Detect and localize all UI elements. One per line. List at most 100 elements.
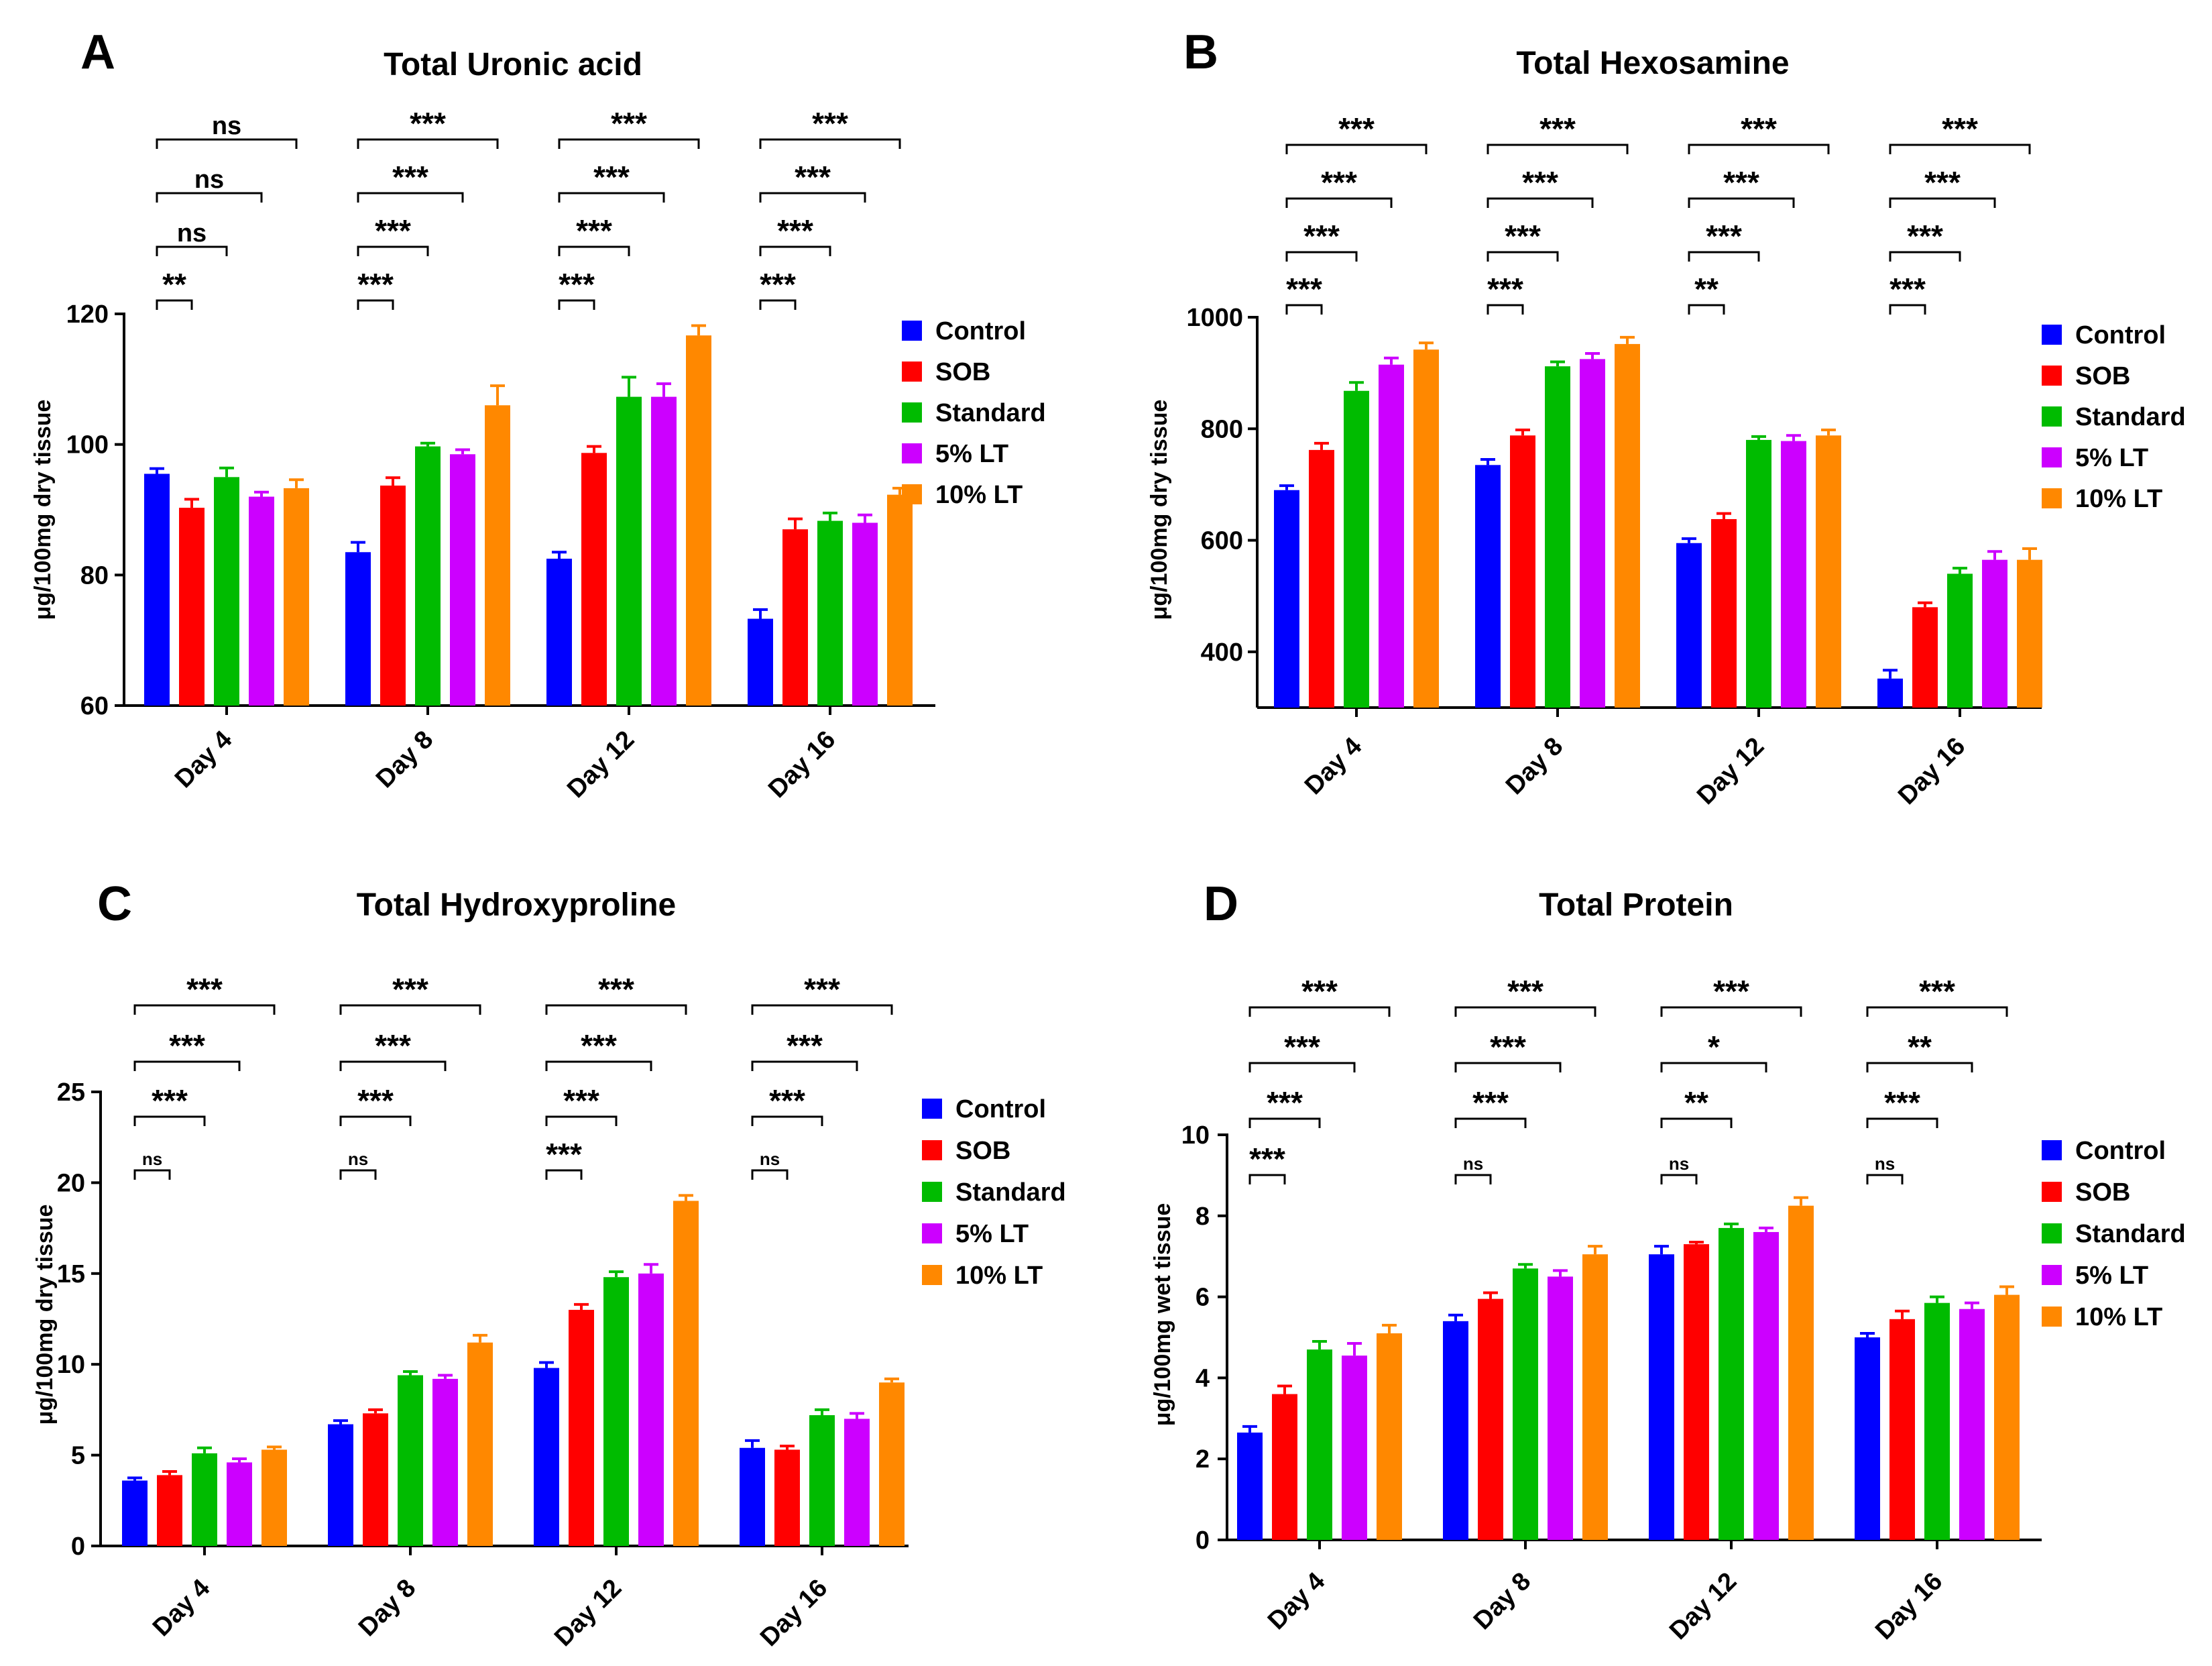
significance-label: ***	[787, 1028, 823, 1063]
significance-label: ***	[795, 160, 831, 195]
significance-bracket	[133, 1169, 171, 1180]
y-tick-label: 10	[1181, 1121, 1210, 1150]
x-tick-label: Day 16	[1893, 732, 1971, 810]
bar	[1947, 573, 1973, 708]
legend-swatch	[922, 1099, 942, 1119]
bar	[809, 1415, 835, 1546]
bar	[1379, 364, 1404, 708]
bar	[1443, 1321, 1468, 1540]
significance-label: ***	[598, 972, 634, 1007]
significance-label: ns	[1669, 1154, 1689, 1174]
panel-letter: A	[80, 25, 115, 79]
x-tick-label: Day 16	[763, 726, 841, 803]
significance-label: ***	[152, 1083, 188, 1118]
significance-label: ***	[804, 972, 840, 1007]
bar	[192, 1453, 217, 1546]
significance-label: ***	[581, 1028, 617, 1063]
legend-swatch	[902, 321, 922, 341]
bar	[852, 522, 878, 706]
significance-bracket	[1688, 304, 1725, 315]
significance-label: ***	[1321, 165, 1357, 200]
y-tick-label: 15	[57, 1260, 85, 1288]
significance-label: ***	[1907, 219, 1943, 254]
significance-label: ***	[1301, 974, 1338, 1009]
significance-label: ***	[1942, 111, 1978, 146]
bar	[1877, 678, 1903, 708]
legend-swatch	[902, 362, 922, 382]
panel-letter: B	[1183, 25, 1218, 79]
y-tick-label: 2	[1196, 1445, 1210, 1474]
significance-label: ***	[1505, 219, 1541, 254]
bar	[467, 1342, 493, 1546]
significance-bracket	[1487, 251, 1559, 262]
significance-label: ***	[593, 160, 630, 195]
significance-bracket	[133, 1004, 276, 1015]
significance-label: ***	[392, 160, 428, 195]
legend-label: 5% LT	[2075, 1262, 2148, 1290]
legend-swatch	[2042, 1182, 2062, 1202]
bar	[1753, 1231, 1779, 1540]
significance-bracket	[1660, 1006, 1802, 1017]
x-tick-label: Day 8	[353, 1574, 421, 1642]
significance-label: ***	[1539, 111, 1576, 146]
legend-swatch	[2042, 366, 2062, 386]
significance-label: ***	[1472, 1085, 1509, 1120]
bar	[1816, 435, 1841, 708]
significance-bracket	[339, 1115, 412, 1126]
significance-label: ***	[1919, 974, 1955, 1009]
legend-label: 10% LT	[955, 1262, 1043, 1290]
panel-a: A Total Uronic acid 60 80 100 120 μg/100mg dry…	[30, 25, 1046, 803]
significance-label: **	[1684, 1085, 1708, 1120]
significance-label: **	[1908, 1030, 1932, 1064]
legend-swatch	[902, 443, 922, 463]
x-tick-label: Day 12	[562, 726, 640, 803]
legend-label: 5% LT	[2075, 444, 2148, 472]
y-axis-label: μg/100mg dry tissue	[1147, 400, 1172, 620]
bar	[227, 1462, 252, 1546]
legend-label: Standard	[2075, 1220, 2186, 1248]
significance-bracket	[1285, 251, 1358, 262]
significance-bracket	[751, 1169, 789, 1180]
significance-bracket	[339, 1060, 447, 1071]
significance-bracket	[1889, 144, 2031, 154]
bar	[1649, 1254, 1674, 1540]
significance-bracket	[1660, 1174, 1698, 1184]
significance-bracket	[1866, 1174, 1904, 1184]
bar	[1309, 449, 1334, 708]
significance-bracket	[156, 192, 263, 203]
bar	[1746, 439, 1771, 708]
bar	[345, 552, 371, 706]
significance-bracket	[759, 192, 866, 203]
bar	[1582, 1254, 1608, 1540]
bar	[1924, 1302, 1950, 1540]
y-tick-label: 400	[1201, 638, 1243, 667]
significance-label: ***	[1924, 165, 1961, 200]
significance-label: ***	[357, 1083, 394, 1118]
significance-bracket	[1248, 1174, 1286, 1184]
legend-swatch	[922, 1223, 942, 1243]
legend-swatch	[922, 1182, 942, 1202]
x-tick-label: Day 4	[148, 1574, 215, 1642]
legend-swatch	[902, 484, 922, 504]
panel-letter: D	[1204, 877, 1238, 931]
legend-swatch	[902, 402, 922, 423]
significance-label: ***	[1286, 272, 1322, 307]
significance-label: ***	[375, 213, 411, 248]
bar	[1545, 366, 1570, 708]
significance-bracket	[759, 138, 901, 149]
significance-label: ***	[169, 1028, 205, 1063]
bar	[1237, 1432, 1263, 1540]
bar	[328, 1424, 353, 1546]
legend-label: 10% LT	[2075, 485, 2162, 513]
significance-label: ***	[1723, 165, 1759, 200]
significance-label: ns	[177, 219, 207, 247]
significance-bracket	[558, 192, 665, 203]
significance-label: ***	[186, 972, 223, 1007]
panel-c: C Total Hydroxyproline 0 5 10 15 20 25 μg/100mg …	[32, 877, 1066, 1652]
significance-bracket	[133, 1115, 206, 1126]
bar	[817, 520, 843, 706]
significance-bracket	[1454, 1174, 1492, 1184]
significance-label: ***	[576, 213, 612, 248]
significance-label: ***	[375, 1028, 411, 1063]
